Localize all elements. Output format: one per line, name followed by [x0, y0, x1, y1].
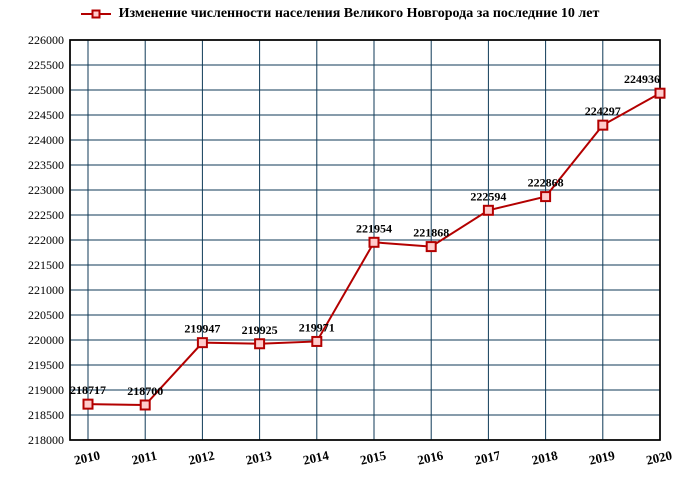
y-tick-label: 225500 [28, 58, 64, 72]
x-tick-label: 2010 [73, 448, 102, 468]
population-chart: Изменение численности населения Великого… [0, 0, 680, 500]
data-marker [84, 400, 93, 409]
chart-legend: Изменение численности населения Великого… [0, 6, 680, 25]
data-marker [541, 192, 550, 201]
x-tick-label: 2020 [645, 448, 674, 468]
y-tick-label: 222500 [28, 208, 64, 222]
y-tick-label: 221500 [28, 258, 64, 272]
x-tick-label: 2018 [530, 447, 559, 467]
legend-marker-icon [81, 8, 111, 20]
y-tick-label: 220000 [28, 333, 64, 347]
data-label: 224297 [585, 104, 621, 118]
x-tick-label: 2019 [588, 447, 617, 467]
y-tick-label: 224000 [28, 133, 64, 147]
data-marker [370, 238, 379, 247]
y-tick-label: 218500 [28, 408, 64, 422]
y-tick-label: 226000 [28, 33, 64, 47]
data-label: 222594 [470, 189, 506, 203]
x-tick-label: 2011 [130, 448, 158, 468]
data-label: 219925 [242, 323, 278, 337]
legend-title: Изменение численности населения Великого… [119, 6, 600, 22]
data-marker [598, 121, 607, 130]
data-marker [198, 338, 207, 347]
x-tick-label: 2014 [302, 447, 331, 467]
data-label: 218700 [127, 384, 163, 398]
x-tick-label: 2015 [359, 447, 388, 467]
y-tick-label: 223000 [28, 183, 64, 197]
data-marker [255, 339, 264, 348]
y-tick-label: 219500 [28, 358, 64, 372]
y-tick-label: 220500 [28, 308, 64, 322]
x-tick-label: 2017 [473, 447, 502, 467]
data-label: 218717 [70, 383, 106, 397]
data-marker [312, 337, 321, 346]
chart-svg: 218000 218500 219000 219500 220000 220500 2210… [0, 0, 680, 500]
y-tick-label: 225000 [28, 83, 64, 97]
y-tick-label: 224500 [28, 108, 64, 122]
y-tick-label: 223500 [28, 158, 64, 172]
data-marker [427, 242, 436, 251]
data-marker [484, 206, 493, 215]
data-label: 224936 [624, 72, 660, 86]
y-tick-label: 218000 [28, 433, 64, 447]
data-label: 221868 [413, 226, 449, 240]
x-tick-label: 2013 [244, 447, 273, 467]
data-label: 222868 [528, 176, 564, 190]
data-label: 221954 [356, 221, 392, 235]
x-tick-label: 2016 [416, 447, 445, 467]
y-tick-label: 219000 [28, 383, 64, 397]
y-tick-label: 222000 [28, 233, 64, 247]
data-marker [656, 89, 665, 98]
data-label: 219947 [184, 322, 220, 336]
x-tick-label: 2012 [187, 448, 216, 468]
data-marker [141, 401, 150, 410]
data-label: 219971 [299, 320, 335, 334]
y-tick-label: 221000 [28, 283, 64, 297]
